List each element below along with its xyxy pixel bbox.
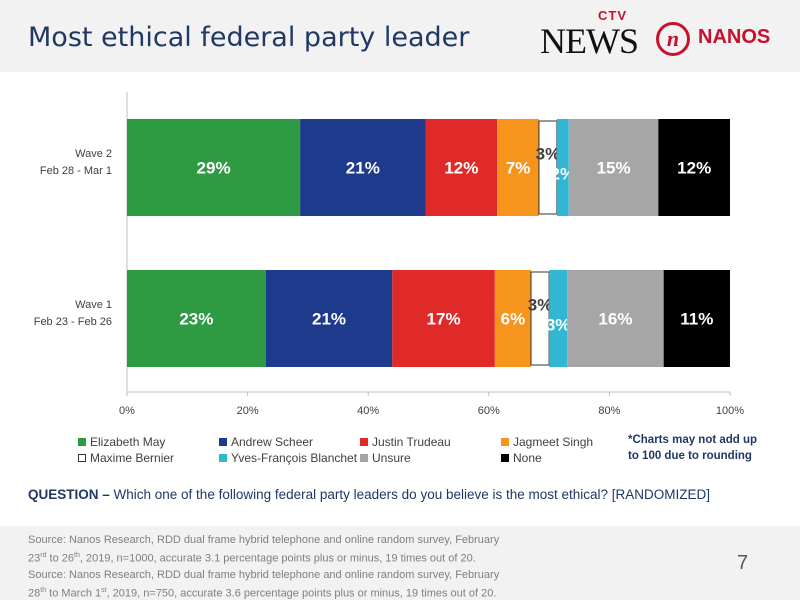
- rounding-note: *Charts may not add up to 100 due to rou…: [628, 434, 758, 462]
- ctv-logo: CTV: [598, 8, 627, 23]
- legend-item: Jagmeet Singh: [501, 435, 593, 449]
- legend-label: Andrew Scheer: [231, 435, 314, 449]
- news-logo: NEWS: [540, 21, 639, 61]
- question-body: Which one of the following federal party…: [109, 487, 711, 502]
- bar-segment: [658, 119, 730, 216]
- x-tick-label: 20%: [237, 405, 259, 417]
- category-label: Feb 28 - Mar 1: [40, 165, 112, 177]
- data-label: 11%: [680, 310, 713, 329]
- bar-segment: [494, 270, 532, 367]
- legend-item: Yves-François Blanchet: [219, 451, 357, 465]
- category-label: Feb 23 - Feb 26: [34, 316, 112, 328]
- x-tick-label: 60%: [478, 405, 500, 417]
- bar-segment: [497, 119, 539, 216]
- data-label: 3%: [536, 145, 561, 164]
- legend-swatch: [501, 454, 509, 462]
- category-label: Wave 2: [75, 148, 112, 160]
- data-label: 17%: [427, 310, 461, 329]
- source-line-1: Source: Nanos Research, RDD dual frame h…: [28, 534, 500, 546]
- data-label: 3%: [546, 316, 571, 335]
- source-line-2: 23rd to 26th, 2019, n=1000, accurate 3.1…: [28, 548, 499, 567]
- legend-item: None: [501, 451, 542, 465]
- x-tick-label: 100%: [716, 405, 744, 417]
- nanos-logo-icon: n: [656, 22, 690, 56]
- data-label: 21%: [312, 310, 346, 329]
- source-detail: , 2019, n=750, accurate 3.6 percentage p…: [106, 587, 497, 600]
- legend-label: Jagmeet Singh: [513, 435, 594, 449]
- source-detail: , 2019, n=1000, accurate 3.1 percentage …: [79, 552, 476, 565]
- source-line-3: Source: Nanos Research, RDD dual frame h…: [28, 568, 500, 581]
- question-prefix: QUESTION –: [28, 487, 110, 502]
- x-tick-label: 40%: [357, 405, 379, 417]
- bar-segment: [568, 119, 659, 216]
- source-sup: rd: [40, 552, 47, 559]
- page-title: Most ethical federal party leader: [28, 22, 470, 53]
- data-label: 12%: [444, 159, 478, 178]
- bar-segment: [392, 270, 495, 367]
- footer-band: [0, 526, 800, 600]
- data-label: 6%: [501, 310, 526, 329]
- data-label: 12%: [677, 159, 711, 178]
- page-number: 7: [737, 552, 749, 574]
- legend-swatch: [219, 438, 227, 446]
- data-label: 15%: [597, 159, 631, 178]
- source-date-a: 23: [28, 552, 41, 565]
- data-label: 29%: [197, 159, 231, 178]
- legend-label: Elizabeth May: [90, 435, 166, 449]
- data-label: 21%: [346, 159, 380, 178]
- legend-swatch: [78, 438, 86, 446]
- data-label: 16%: [598, 310, 632, 329]
- legend-item: Maxime Bernier: [78, 451, 174, 465]
- bar-segment: [549, 270, 568, 367]
- legend-swatch: [78, 454, 86, 462]
- bar-segment: [127, 270, 266, 367]
- legend-label: Unsure: [372, 451, 411, 465]
- source-sup: th: [74, 552, 80, 559]
- data-label: 7%: [506, 159, 531, 178]
- source-date-a: 28: [28, 587, 41, 600]
- legend-swatch: [219, 454, 227, 462]
- nanos-logo: NANOS: [698, 26, 771, 48]
- legend-label: Justin Trudeau: [372, 435, 451, 449]
- x-tick-label: 0%: [119, 405, 135, 417]
- data-label: 3%: [528, 296, 553, 315]
- legend-item: Andrew Scheer: [219, 435, 313, 449]
- data-label: 23%: [179, 310, 213, 329]
- bar-segment: [567, 270, 664, 367]
- stacked-bar-chart: 0% 20% 40% 60% 80% 100% Wave 2 Feb 28 - Mar 1 Wa…: [34, 92, 744, 417]
- legend-label: Maxime Bernier: [90, 451, 175, 465]
- legend-label: Yves-François Blanchet: [231, 451, 358, 465]
- legend-swatch: [360, 454, 368, 462]
- legend-item: Justin Trudeau: [360, 435, 451, 449]
- source-date-b: to March 1: [46, 587, 102, 600]
- source-date-b: to 26: [46, 552, 75, 565]
- bar-segment: [127, 119, 301, 216]
- question-text: QUESTION – Which one of the following fe…: [28, 487, 710, 502]
- legend-swatch: [360, 438, 368, 446]
- bar-segment: [663, 270, 730, 367]
- legend-item: Elizabeth May: [78, 435, 165, 449]
- bar-segment: [265, 270, 393, 367]
- source-sup: th: [40, 586, 47, 594]
- legend-swatch: [501, 438, 509, 446]
- source-notes: Source: Nanos Research, RDD dual frame h…: [28, 532, 499, 601]
- bar-segment: [425, 119, 498, 216]
- legend-item: Unsure: [360, 451, 411, 465]
- source-sup: st: [101, 586, 107, 594]
- legend-label: None: [513, 451, 542, 465]
- source-line-4: 28th to March 1st, 2019, n=750, accurate…: [28, 583, 499, 601]
- bar-segment: [556, 119, 569, 216]
- category-label: Wave 1: [75, 299, 112, 311]
- bar-segment: [300, 119, 426, 216]
- x-tick-label: 80%: [598, 405, 620, 417]
